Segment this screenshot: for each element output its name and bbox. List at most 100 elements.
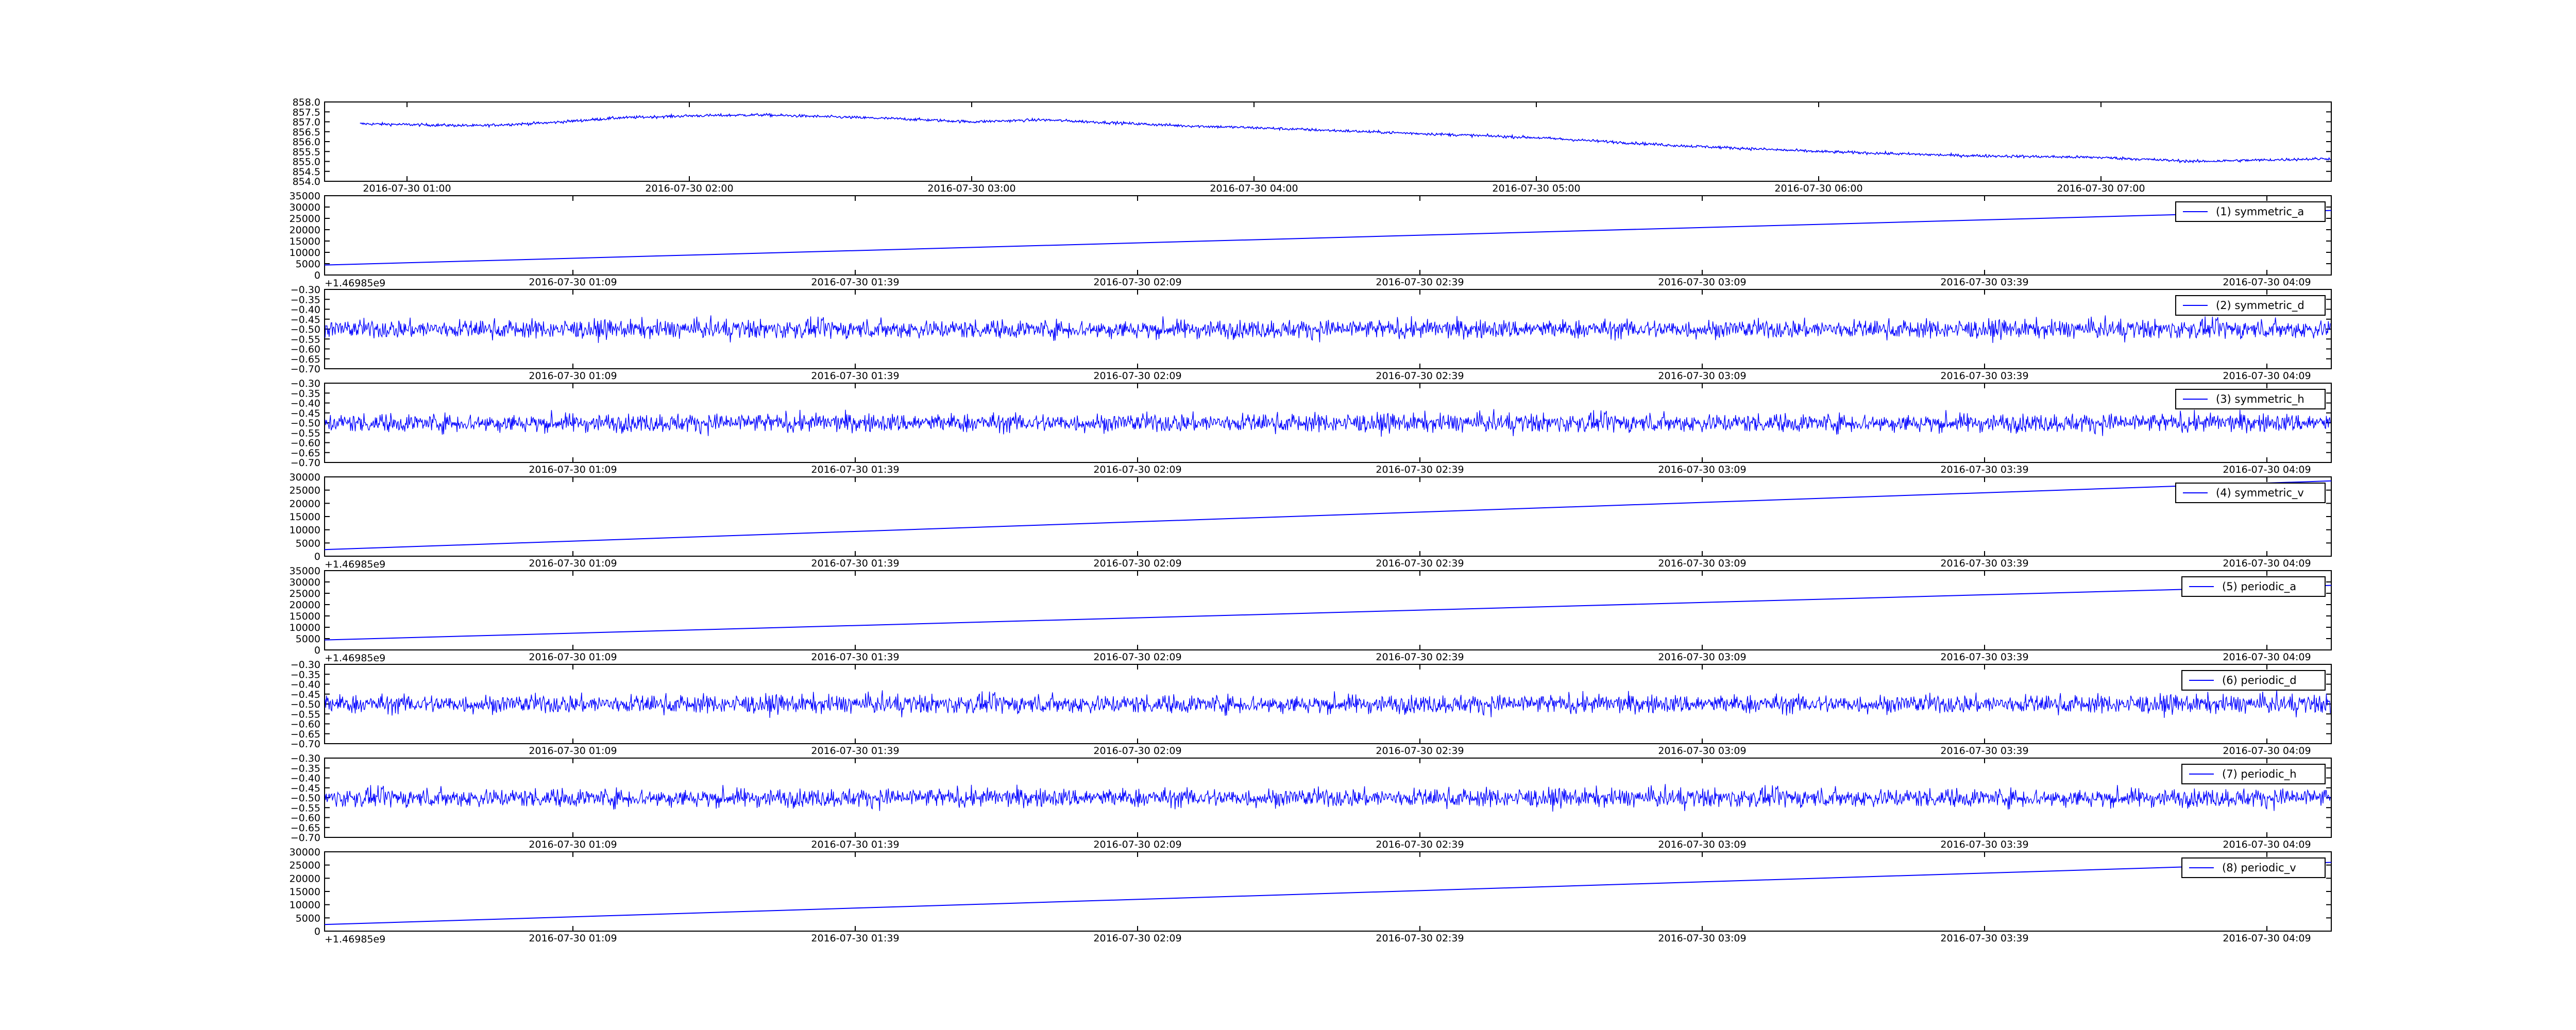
y-tick-label: 25000: [290, 213, 320, 225]
x-tick-label: 2016-07-30 04:09: [2223, 370, 2311, 382]
y-tick-label: 857.5: [293, 107, 320, 118]
y-tick-label: 855.0: [293, 157, 320, 168]
x-tick-label: 2016-07-30 04:09: [2223, 464, 2311, 475]
x-tick-label: 2016-07-30 03:39: [1940, 558, 2028, 569]
legend: (6) periodic_d: [2181, 670, 2326, 691]
series-line: [324, 480, 2332, 551]
legend-label: (4) symmetric_v: [2216, 487, 2304, 500]
subplot-4: −0.30−0.35−0.40−0.45−0.50−0.55−0.60−0.65…: [291, 378, 2332, 475]
y-tick-label: 15000: [290, 511, 320, 523]
x-tick-label: 2016-07-30 02:39: [1376, 370, 1464, 382]
subplot-3: −0.30−0.35−0.40−0.45−0.50−0.55−0.60−0.65…: [291, 284, 2332, 382]
x-offset-label: +1.46985e9: [325, 559, 385, 570]
y-tick-label: 856.5: [293, 127, 320, 138]
series-line: [325, 690, 2331, 718]
x-tick-label: 2016-07-30 04:00: [1210, 183, 1298, 194]
legend-label: (1) symmetric_a: [2216, 205, 2304, 218]
y-tick-label: 5000: [296, 259, 320, 270]
x-tick-label: 2016-07-30 02:39: [1376, 745, 1464, 757]
axes-frame: [324, 383, 2332, 463]
y-tick-label: 854.5: [293, 166, 320, 178]
x-tick-label: 2016-07-30 01:39: [811, 839, 899, 850]
axes-frame: [324, 476, 2332, 557]
y-tick-label: 858.0: [293, 97, 320, 108]
x-tick-label: 2016-07-30 01:39: [811, 933, 899, 944]
x-tick-label: 2016-07-30 02:39: [1376, 277, 1464, 288]
x-tick-label: 2016-07-30 02:39: [1376, 839, 1464, 850]
y-tick-label: −0.65: [291, 729, 320, 740]
y-tick-label: −0.35: [291, 294, 320, 305]
x-tick-label: 2016-07-30 06:00: [1774, 183, 1862, 194]
y-tick-label: −0.60: [291, 719, 320, 730]
y-tick-label: 0: [314, 645, 320, 656]
legend: (1) symmetric_a: [2175, 201, 2326, 222]
legend: (7) periodic_h: [2181, 764, 2326, 784]
x-tick-label: 2016-07-30 02:39: [1376, 933, 1464, 944]
y-tick-label: 35000: [290, 565, 320, 577]
x-tick-label: 2016-07-30 03:39: [1940, 839, 2028, 850]
y-tick-label: −0.65: [291, 822, 320, 834]
y-tick-label: 15000: [290, 236, 320, 247]
y-tick-label: 30000: [290, 472, 320, 483]
x-tick-label: 2016-07-30 03:09: [1658, 558, 1746, 569]
x-tick-label: 2016-07-30 03:09: [1658, 745, 1746, 757]
y-tick-label: −0.30: [291, 378, 320, 389]
x-offset-label: +1.46985e9: [325, 653, 385, 664]
y-tick-label: −0.45: [291, 689, 320, 700]
y-tick-label: −0.70: [291, 457, 320, 469]
y-tick-label: −0.60: [291, 344, 320, 355]
x-tick-label: 2016-07-30 03:39: [1940, 745, 2028, 757]
x-tick-label: 2016-07-30 03:39: [1940, 277, 2028, 288]
subplot-7: −0.30−0.35−0.40−0.45−0.50−0.55−0.60−0.65…: [291, 659, 2332, 757]
x-tick-label: 2016-07-30 03:09: [1658, 464, 1746, 475]
x-tick-label: 2016-07-30 04:09: [2223, 651, 2311, 663]
x-tick-label: 2016-07-30 02:09: [1093, 651, 1181, 663]
y-tick-label: 15000: [290, 886, 320, 898]
legend-label: (3) symmetric_h: [2216, 393, 2304, 406]
x-tick-label: 2016-07-30 01:00: [363, 183, 451, 194]
x-tick-label: 2016-07-30 02:39: [1376, 558, 1464, 569]
x-tick-label: 2016-07-30 03:39: [1940, 933, 2028, 944]
x-tick-label: 2016-07-30 02:39: [1376, 464, 1464, 475]
axes-frame: [324, 195, 2332, 276]
y-tick-label: −0.45: [291, 314, 320, 325]
x-tick-label: 2016-07-30 04:09: [2223, 745, 2311, 757]
x-tick-label: 2016-07-30 02:09: [1093, 464, 1181, 475]
y-tick-label: −0.30: [291, 753, 320, 764]
x-tick-label: 2016-07-30 03:09: [1658, 370, 1746, 382]
y-tick-label: −0.40: [291, 398, 320, 409]
x-tick-label: 2016-07-30 01:39: [811, 651, 899, 663]
x-tick-label: 2016-07-30 05:00: [1492, 183, 1580, 194]
x-tick-label: 2016-07-30 04:09: [2223, 933, 2311, 944]
y-tick-label: −0.45: [291, 783, 320, 794]
x-tick-label: 2016-07-30 02:09: [1093, 933, 1181, 944]
y-tick-label: 20000: [290, 599, 320, 611]
y-tick-label: 10000: [290, 622, 320, 633]
x-tick-label: 2016-07-30 03:09: [1658, 277, 1746, 288]
legend: (2) symmetric_d: [2175, 295, 2326, 316]
y-tick-label: 30000: [290, 577, 320, 588]
x-tick-label: 2016-07-30 03:39: [1940, 651, 2028, 663]
x-tick-label: 2016-07-30 03:00: [927, 183, 1015, 194]
subplot-8: −0.30−0.35−0.40−0.45−0.50−0.55−0.60−0.65…: [291, 753, 2332, 850]
legend: (4) symmetric_v: [2175, 483, 2326, 503]
y-tick-label: −0.65: [291, 354, 320, 365]
y-tick-label: −0.60: [291, 813, 320, 824]
y-tick-label: −0.70: [291, 739, 320, 750]
x-tick-label: 2016-07-30 02:39: [1376, 651, 1464, 663]
x-tick-label: 2016-07-30 01:09: [529, 370, 617, 382]
x-tick-label: 2016-07-30 01:09: [529, 277, 617, 288]
y-tick-label: 5000: [296, 538, 320, 549]
y-tick-label: 15000: [290, 611, 320, 622]
y-tick-label: −0.35: [291, 669, 320, 680]
legend-label: (2) symmetric_d: [2216, 299, 2304, 312]
subplot-1: 858.0857.5857.0856.5856.0855.5855.0854.5…: [293, 97, 2332, 194]
y-tick-label: 857.0: [293, 117, 320, 128]
y-tick-label: −0.70: [291, 832, 320, 844]
x-tick-label: 2016-07-30 01:09: [529, 651, 617, 663]
x-tick-label: 2016-07-30 01:09: [529, 464, 617, 475]
axes-frame: [324, 664, 2332, 744]
y-tick-label: 10000: [290, 525, 320, 536]
subplot-9: 30000 25000 20000 15000 10000 5000 0 2016-07-30…: [290, 847, 2332, 945]
x-tick-label: 2016-07-30 07:00: [2057, 183, 2145, 194]
